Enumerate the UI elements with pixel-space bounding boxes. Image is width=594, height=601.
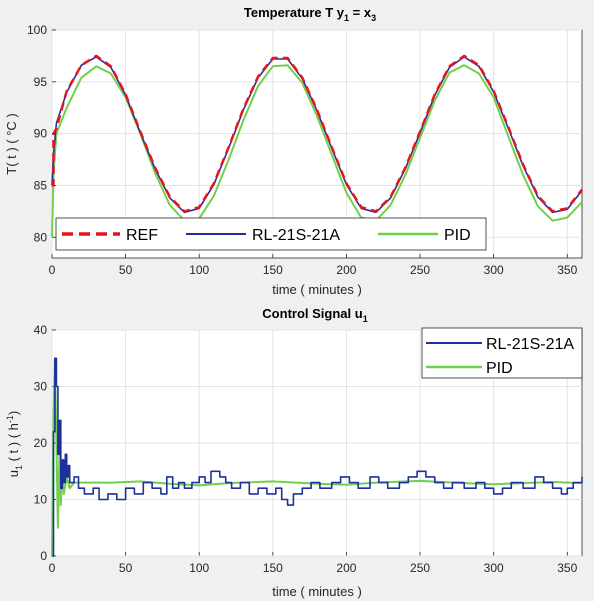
- x-tick-label: 50: [119, 263, 133, 277]
- temperature-series-lines: [51, 54, 583, 238]
- y-tick-label: 95: [34, 75, 48, 89]
- temperature-y-axis-label: T( t ) ( °C ): [4, 113, 19, 175]
- y-tick-label: 85: [34, 178, 48, 192]
- x-tick-label: 150: [263, 561, 283, 575]
- y-tick-label: 20: [34, 436, 48, 450]
- temperature-panel: 0 50 100 150 200 250 300 350 80 85 90 95 100 Tempera…: [4, 5, 583, 297]
- control-series-rl-21s-21a: [52, 357, 583, 557]
- x-tick-label: 250: [410, 263, 430, 277]
- x-tick-label: 100: [189, 561, 209, 575]
- control-legend-box: [421, 327, 583, 379]
- y-tick-label: 10: [34, 493, 48, 507]
- control-chart-title: Control Signal u1: [262, 306, 367, 324]
- x-tick-label: 350: [557, 561, 577, 575]
- legend-label-rl: RL-21S-21A: [252, 227, 340, 244]
- y-tick-label: 40: [34, 323, 48, 337]
- x-tick-label: 200: [336, 263, 356, 277]
- x-tick-label: 0: [49, 561, 56, 575]
- temperature-x-axis-label: time ( minutes ): [272, 282, 362, 297]
- control-x-axis-label: time ( minutes ): [272, 584, 362, 599]
- y-tick-label: 30: [34, 380, 48, 394]
- x-tick-label: 150: [263, 263, 283, 277]
- x-tick-label: 200: [336, 561, 356, 575]
- x-tick-label: 350: [557, 263, 577, 277]
- temperature-tick-labels: 0 50 100 150 200 250 300 350 80 85 90 95 100: [27, 23, 578, 277]
- control-signal-panel: 0 50 100 150 200 250 300 350 0 10 20 30 40 Control S…: [5, 306, 583, 599]
- x-tick-label: 100: [189, 263, 209, 277]
- x-tick-label: 0: [49, 263, 56, 277]
- x-tick-label: 300: [484, 263, 504, 277]
- control-series-lines: [51, 357, 583, 557]
- temperature-chart-title: Temperature T y1 = x3: [244, 5, 376, 23]
- legend-label-rl-bottom: RL-21S-21A: [486, 336, 574, 353]
- y-tick-label: 80: [34, 230, 48, 244]
- control-y-axis-label: u1 ( t ) ( h-1): [5, 411, 24, 478]
- legend-label-ref: REF: [126, 227, 158, 244]
- legend-label-pid-bottom: PID: [486, 360, 513, 377]
- x-tick-label: 300: [484, 561, 504, 575]
- y-tick-label: 0: [40, 549, 47, 563]
- legend-label-pid: PID: [444, 227, 471, 244]
- x-tick-label: 50: [119, 561, 133, 575]
- control-tick-labels: 0 50 100 150 200 250 300 350 0 10 20 30 40: [34, 323, 578, 575]
- y-tick-label: 90: [34, 127, 48, 141]
- control-legend: RL-21S-21A PID: [421, 327, 583, 379]
- temperature-series-pid: [51, 64, 583, 238]
- temperature-series-ref: [52, 54, 583, 213]
- y-tick-label: 100: [27, 23, 47, 37]
- temperature-legend: REF RL-21S-21A PID: [55, 217, 487, 251]
- x-tick-label: 250: [410, 561, 430, 575]
